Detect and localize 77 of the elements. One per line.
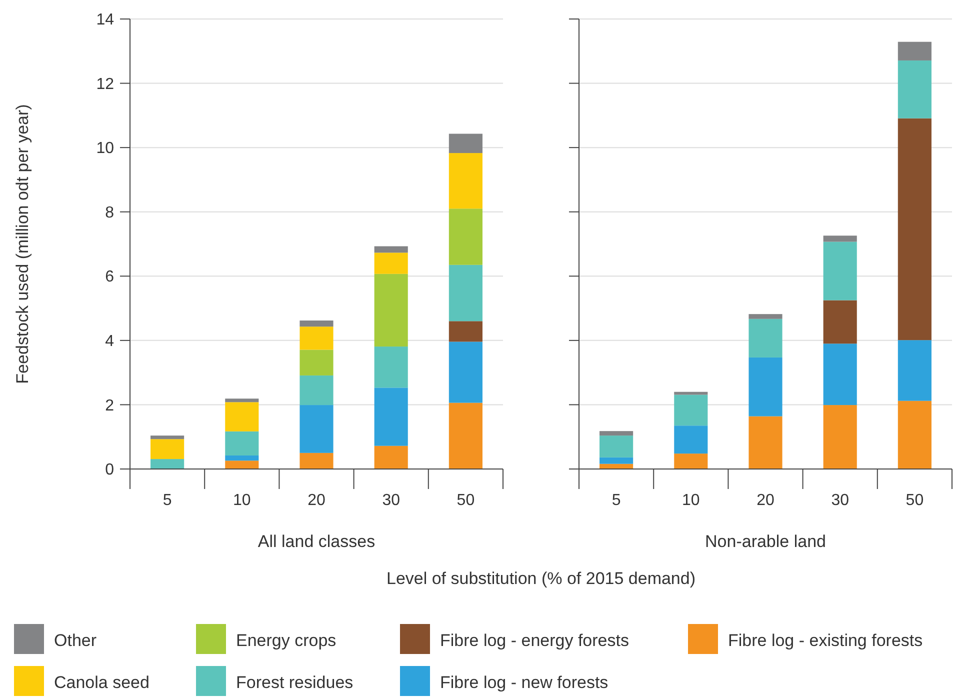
legend-label: Fibre log - energy forests	[440, 631, 629, 650]
bar	[748, 357, 782, 416]
bar	[748, 314, 782, 319]
y-tick-label: 10	[96, 140, 114, 158]
y-axis-title: Feedstock used (million odt per year)	[13, 104, 32, 384]
bar	[898, 60, 932, 118]
x-tick-label: 50	[456, 492, 475, 509]
bar	[674, 426, 708, 454]
bar	[150, 459, 184, 469]
bar	[225, 460, 259, 469]
text: All land classes	[258, 532, 376, 551]
legend-label: Canola seed	[54, 673, 150, 692]
bar	[448, 321, 482, 342]
bar	[823, 242, 857, 300]
bar	[898, 340, 932, 401]
bar	[448, 402, 482, 469]
bar	[300, 452, 334, 469]
bar	[823, 405, 857, 469]
bar	[448, 208, 482, 265]
bar	[300, 375, 334, 406]
legend-label: Energy crops	[236, 631, 336, 650]
bar	[600, 457, 634, 464]
legend-label: Forest residues	[236, 673, 354, 692]
bar	[300, 320, 334, 327]
y-tick-label: 6	[105, 268, 114, 286]
bar	[448, 153, 482, 209]
bar	[150, 439, 184, 460]
bar	[300, 326, 334, 350]
bar	[225, 398, 259, 402]
x-tick-label: 10	[233, 492, 251, 509]
bar	[300, 405, 334, 453]
x-tick-label: 5	[612, 492, 621, 509]
bar	[374, 274, 408, 347]
legend-label: Fibre log - new forests	[440, 673, 608, 692]
x-tick-label: 20	[756, 492, 774, 509]
y-tick-label: 14	[96, 12, 114, 29]
bar	[300, 350, 334, 376]
bar	[374, 388, 408, 446]
bar	[374, 246, 408, 253]
bar	[674, 454, 708, 469]
x-tick-label: 30	[382, 492, 400, 509]
y-tick-label: 8	[105, 204, 114, 222]
x-tick-label: 20	[308, 492, 326, 509]
bar	[674, 392, 708, 395]
x-tick-label: 30	[831, 492, 850, 509]
bar	[225, 402, 259, 432]
legend-label: Other	[54, 631, 97, 650]
bar	[823, 236, 857, 242]
bar	[448, 264, 482, 322]
bar	[898, 42, 932, 60]
x-axis-title: Level of substitution (% of 2015 demand)	[386, 569, 696, 588]
bar	[225, 431, 259, 456]
bar	[374, 252, 408, 274]
y-tick-label: 0	[105, 462, 114, 479]
bar	[374, 446, 408, 469]
bar	[225, 456, 259, 461]
bar	[150, 436, 184, 440]
bar	[674, 394, 708, 426]
bar	[823, 300, 857, 344]
y-tick-label: 12	[96, 76, 114, 93]
y-tick-label: 2	[105, 397, 114, 414]
x-tick-label: 10	[682, 492, 700, 509]
bar	[374, 346, 408, 388]
legend-label: Fibre log - existing forests	[728, 631, 923, 650]
y-tick-label: 4	[105, 333, 114, 350]
x-tick-label: 50	[906, 492, 924, 509]
x-tick-label: 5	[162, 492, 172, 509]
bar	[748, 416, 782, 469]
bar	[448, 342, 482, 403]
bar	[748, 318, 782, 358]
bar	[898, 400, 932, 469]
bar	[823, 344, 857, 406]
bar	[898, 118, 932, 340]
bar	[600, 431, 634, 436]
bar	[448, 134, 482, 154]
text: Non-arable land	[705, 532, 826, 551]
bar	[600, 436, 634, 458]
